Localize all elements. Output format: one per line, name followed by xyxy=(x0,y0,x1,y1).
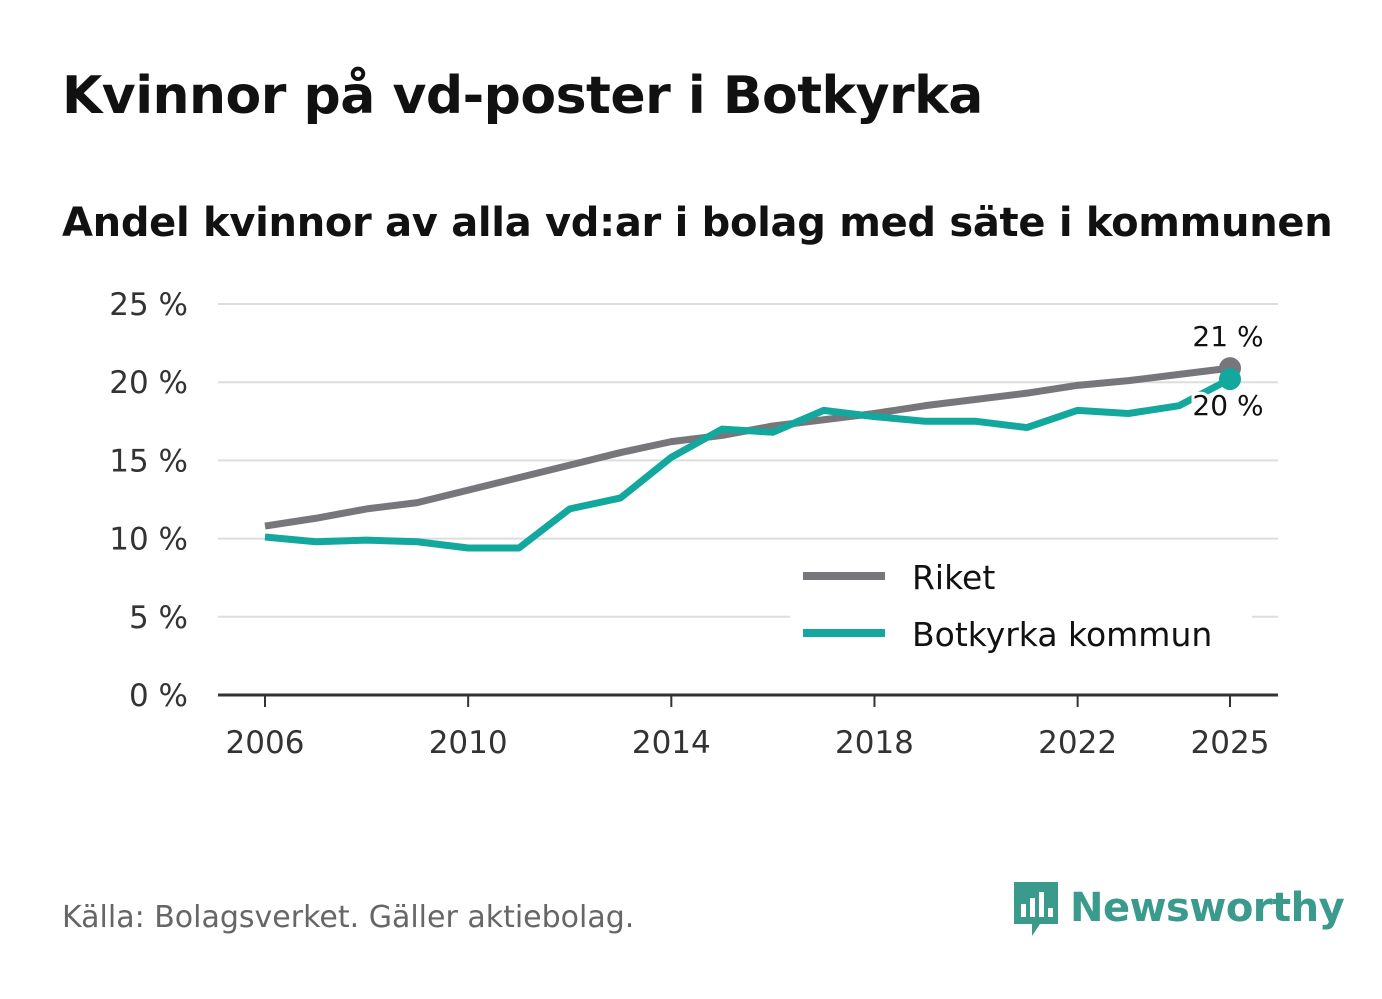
x-axis-ticks: 2006 2010 2014 2018 2022 2025 xyxy=(226,695,1270,761)
x-tick-label: 2022 xyxy=(1038,725,1117,761)
y-tick-label: 25 % xyxy=(109,287,188,323)
series-line-riket xyxy=(264,364,1231,530)
series-line-botkyrka xyxy=(264,375,1232,552)
chart-subtitle: Andel kvinnor av alla vd:ar i bolag med … xyxy=(62,200,1333,246)
legend-label-riket: Riket xyxy=(912,558,995,597)
legend-background xyxy=(790,550,1252,675)
y-tick-label: 0 % xyxy=(129,678,188,714)
series-lines: 21 % 20 % xyxy=(264,317,1267,552)
brand-name: Newsworthy xyxy=(1070,885,1345,931)
brand-logo: Newsworthy xyxy=(1010,878,1345,938)
x-tick-label: 2025 xyxy=(1191,725,1270,761)
source-note: Källa: Bolagsverket. Gäller aktiebolag. xyxy=(62,900,635,935)
y-tick-label: 5 % xyxy=(129,600,188,636)
legend: Riket Botkyrka kommun xyxy=(790,550,1252,675)
end-label-riket: 21 % xyxy=(1192,320,1263,353)
legend-label-botkyrka: Botkyrka kommun xyxy=(912,615,1212,654)
x-tick-label: 2018 xyxy=(835,725,914,761)
y-tick-label: 10 % xyxy=(109,522,188,558)
x-tick-label: 2014 xyxy=(632,725,711,761)
end-point-botkyrka xyxy=(1219,368,1241,391)
newsworthy-logo-icon xyxy=(1014,882,1058,936)
x-tick-label: 2006 xyxy=(226,725,305,761)
y-tick-label: 15 % xyxy=(109,443,188,479)
end-label-botkyrka: 20 % xyxy=(1192,389,1263,422)
chart-title: Kvinnor på vd-poster i Botkyrka xyxy=(62,66,983,126)
x-tick-label: 2010 xyxy=(429,725,508,761)
y-axis-ticks: 0 % 5 % 10 % 15 % 20 % 25 % xyxy=(109,287,188,714)
y-tick-label: 20 % xyxy=(109,365,188,401)
line-chart: 0 %5 %10 %15 %20 %25 % 2006 2010 2014 2018 2… xyxy=(109,287,1278,761)
